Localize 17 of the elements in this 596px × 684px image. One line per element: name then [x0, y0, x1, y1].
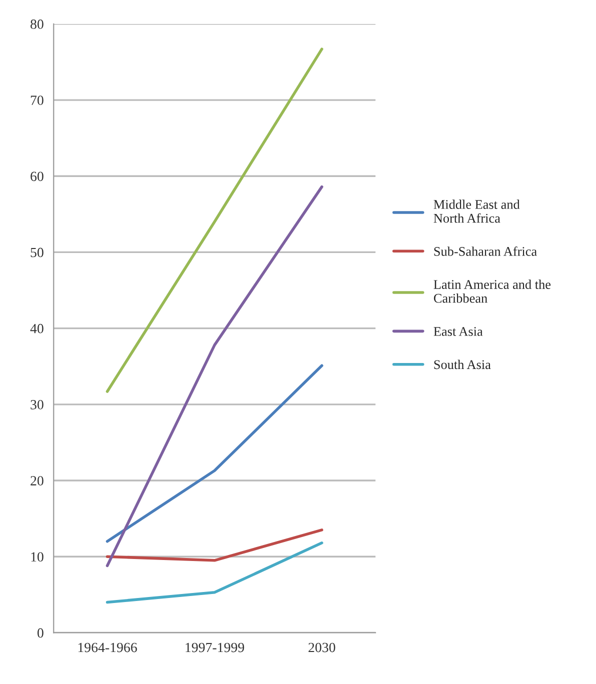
y-tick-label: 70 [30, 96, 44, 105]
x-tick-label: 1964-1966 [78, 642, 137, 652]
legend-label: South Asia [434, 360, 491, 370]
y-tick-label: 40 [30, 324, 44, 334]
legend-label: Middle East and North Africa [434, 200, 520, 223]
y-tick-label: 60 [30, 172, 44, 182]
legend-label: Latin America and the Caribbean [434, 280, 551, 303]
legend-label: Sub-Saharan Africa [434, 246, 537, 256]
y-tick-label: 20 [30, 476, 44, 486]
y-tick-label: 80 [30, 20, 44, 29]
y-tick-label: 30 [30, 400, 44, 410]
y-tick-label: 10 [31, 552, 44, 562]
y-tick-label: 50 [30, 248, 44, 258]
x-tick-label: 2030 [308, 642, 336, 652]
y-tick-label: 0 [38, 628, 44, 638]
legend-label: East Asia [434, 327, 483, 336]
x-tick-label: 1997-1999 [186, 642, 244, 652]
